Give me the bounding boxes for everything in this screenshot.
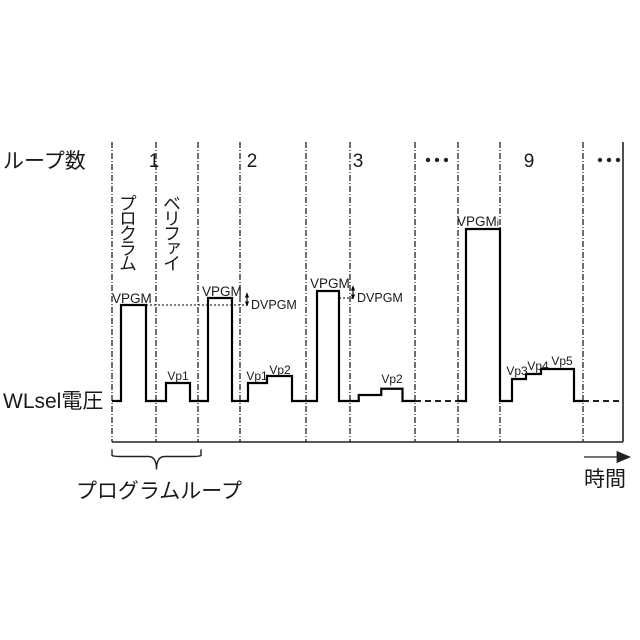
svg-text:Vp1: Vp1 [167, 369, 189, 383]
svg-text:VPGM: VPGM [112, 291, 152, 306]
svg-text:プログラムループ: プログラムループ [76, 480, 242, 503]
svg-text:ループ数: ループ数 [3, 150, 86, 173]
svg-text:ベリファイ: ベリファイ [161, 194, 181, 271]
svg-text:3: 3 [353, 151, 364, 172]
svg-text:VPGMi: VPGMi [457, 214, 499, 229]
svg-text:DVPGM: DVPGM [251, 298, 297, 312]
svg-text:Vp2: Vp2 [269, 363, 291, 377]
svg-text:VPGM: VPGM [202, 284, 242, 299]
svg-text:Vp4: Vp4 [527, 359, 549, 373]
svg-text:WLsel電圧: WLsel電圧 [3, 390, 103, 413]
svg-text:Vp2: Vp2 [381, 372, 403, 386]
svg-text:Vp5: Vp5 [551, 354, 573, 368]
svg-text:1: 1 [149, 151, 160, 172]
svg-text:9: 9 [524, 151, 535, 172]
svg-text:2: 2 [247, 151, 258, 172]
svg-text:時間: 時間 [584, 468, 626, 491]
svg-text:プロクラム: プロクラム [117, 194, 137, 271]
svg-text:DVPGM: DVPGM [357, 291, 403, 305]
svg-text:VPGM: VPGM [310, 276, 350, 291]
svg-text:Vp1: Vp1 [246, 369, 268, 383]
svg-text:Vp3: Vp3 [506, 364, 528, 378]
